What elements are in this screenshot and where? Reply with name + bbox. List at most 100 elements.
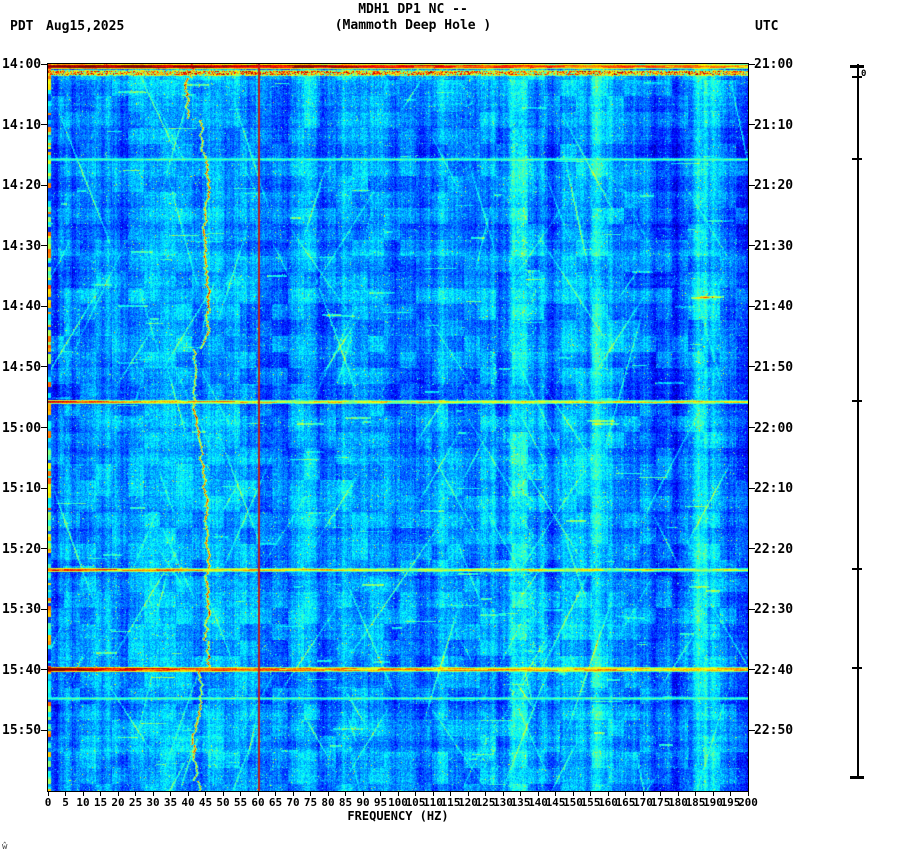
x-axis-label: 170	[633, 796, 653, 809]
scale-bar-tick	[852, 568, 862, 571]
x-axis-label: 0	[44, 796, 52, 809]
y-axis-tick-right	[749, 366, 755, 368]
x-axis-label: 115	[440, 796, 461, 809]
y-axis-tick-right	[749, 245, 755, 247]
x-axis-tick	[520, 792, 521, 796]
scale-bar-tick	[852, 76, 862, 79]
x-axis-tick	[607, 792, 609, 796]
x-axis-tick	[170, 792, 171, 796]
x-axis-tick	[82, 792, 84, 796]
station-title: MDH1 DP1 NC --	[358, 2, 468, 17]
x-axis-title: FREQUENCY (HZ)	[347, 809, 449, 823]
x-axis-tick	[380, 792, 381, 796]
y-axis-tick-right	[749, 548, 755, 550]
x-axis-tick	[450, 792, 451, 796]
x-axis-label: 150	[563, 796, 583, 809]
x-axis-tick	[747, 792, 749, 796]
y-axis-label-right: 21:10	[754, 117, 794, 133]
x-axis-tick	[537, 792, 539, 796]
x-axis-label: 125	[475, 796, 496, 809]
x-axis-label: 140	[528, 796, 548, 809]
x-axis-label: 100	[388, 796, 408, 809]
y-axis-label-right: 21:50	[754, 359, 794, 375]
y-axis-label-left: 14:20	[2, 178, 42, 194]
scale-bar-tick	[852, 666, 862, 669]
y-axis-label-left: 14:10	[2, 117, 42, 133]
x-axis-tick	[327, 792, 329, 796]
x-axis-tick	[362, 792, 364, 796]
x-axis-label: 145	[545, 796, 566, 809]
x-axis-tick	[660, 792, 661, 796]
y-axis-label-right: 22:40	[754, 662, 794, 678]
x-axis-tick	[47, 792, 49, 796]
y-axis-tick-right	[749, 608, 755, 610]
x-axis-label: 105	[405, 796, 426, 809]
y-axis-tick-left	[41, 669, 48, 671]
y-axis-tick-left	[41, 729, 48, 731]
corner-mark: ŵ	[2, 842, 8, 852]
x-axis-tick	[345, 792, 346, 796]
x-axis-label: 10	[76, 796, 90, 809]
y-axis-label-left: 15:30	[2, 602, 42, 618]
x-axis-tick	[292, 792, 294, 796]
x-axis-label: 95	[373, 796, 388, 809]
spectrogram-canvas	[48, 64, 748, 791]
x-axis-label: 85	[338, 796, 353, 809]
x-axis-label: 60	[251, 796, 265, 809]
x-axis-tick	[642, 792, 644, 796]
x-axis-tick	[135, 792, 136, 796]
y-axis-tick-right	[749, 305, 755, 307]
x-axis-label: 190	[703, 796, 723, 809]
y-axis-label-left: 15:50	[2, 723, 42, 739]
x-axis-tick	[65, 792, 66, 796]
y-axis-tick-right	[749, 124, 755, 126]
x-axis-label: 175	[650, 796, 671, 809]
x-axis-tick	[502, 792, 504, 796]
x-axis-tick	[432, 792, 434, 796]
y-axis-tick-right	[749, 729, 755, 731]
x-axis-label: 110	[423, 796, 443, 809]
x-axis-tick	[100, 792, 101, 796]
y-axis-label-right: 21:40	[754, 299, 794, 315]
timezone-left-label: PDT	[10, 19, 34, 34]
x-axis-tick	[275, 792, 276, 796]
x-axis-label: 185	[685, 796, 706, 809]
y-axis-tick-left	[41, 63, 48, 65]
scale-bar-zero-label: 0	[861, 69, 867, 79]
y-axis-label-right: 21:00	[754, 57, 794, 72]
x-axis-label: 55	[233, 796, 248, 809]
y-axis-tick-right	[749, 669, 755, 671]
y-axis-label-left: 14:50	[2, 359, 42, 375]
x-axis-tick	[555, 792, 556, 796]
x-axis-label: 195	[720, 796, 741, 809]
y-axis-tick-left	[41, 184, 48, 186]
x-axis-tick	[467, 792, 469, 796]
y-axis-label-right: 22:50	[754, 723, 794, 739]
x-axis-label: 70	[286, 796, 300, 809]
x-axis-tick	[240, 792, 241, 796]
y-axis-label-right: 21:20	[754, 178, 794, 194]
x-axis-label: 40	[181, 796, 195, 809]
y-axis-tick-left	[41, 124, 48, 126]
y-axis-tick-right	[749, 427, 755, 428]
y-axis-tick-left	[41, 487, 48, 489]
scale-bar-tick	[852, 400, 862, 403]
scale-bar-cap	[850, 65, 864, 69]
x-axis-label: 15	[93, 796, 108, 809]
x-axis-label: 160	[598, 796, 618, 809]
x-axis-label: 75	[303, 796, 318, 809]
x-axis-label: 65	[268, 796, 283, 809]
x-axis-tick	[152, 792, 154, 796]
x-axis-tick	[187, 792, 189, 796]
x-axis-label: 20	[111, 796, 125, 809]
x-axis-label: 165	[615, 796, 636, 809]
x-axis-tick	[310, 792, 311, 796]
x-axis-label: 80	[321, 796, 335, 809]
y-axis-label-left: 15:10	[2, 481, 42, 497]
x-axis-tick	[572, 792, 574, 796]
y-axis-label-left: 14:00	[2, 57, 42, 72]
y-axis-label-right: 22:00	[754, 420, 794, 436]
station-subtitle: (Mammoth Deep Hole )	[334, 18, 492, 33]
x-axis-label: 135	[510, 796, 531, 809]
